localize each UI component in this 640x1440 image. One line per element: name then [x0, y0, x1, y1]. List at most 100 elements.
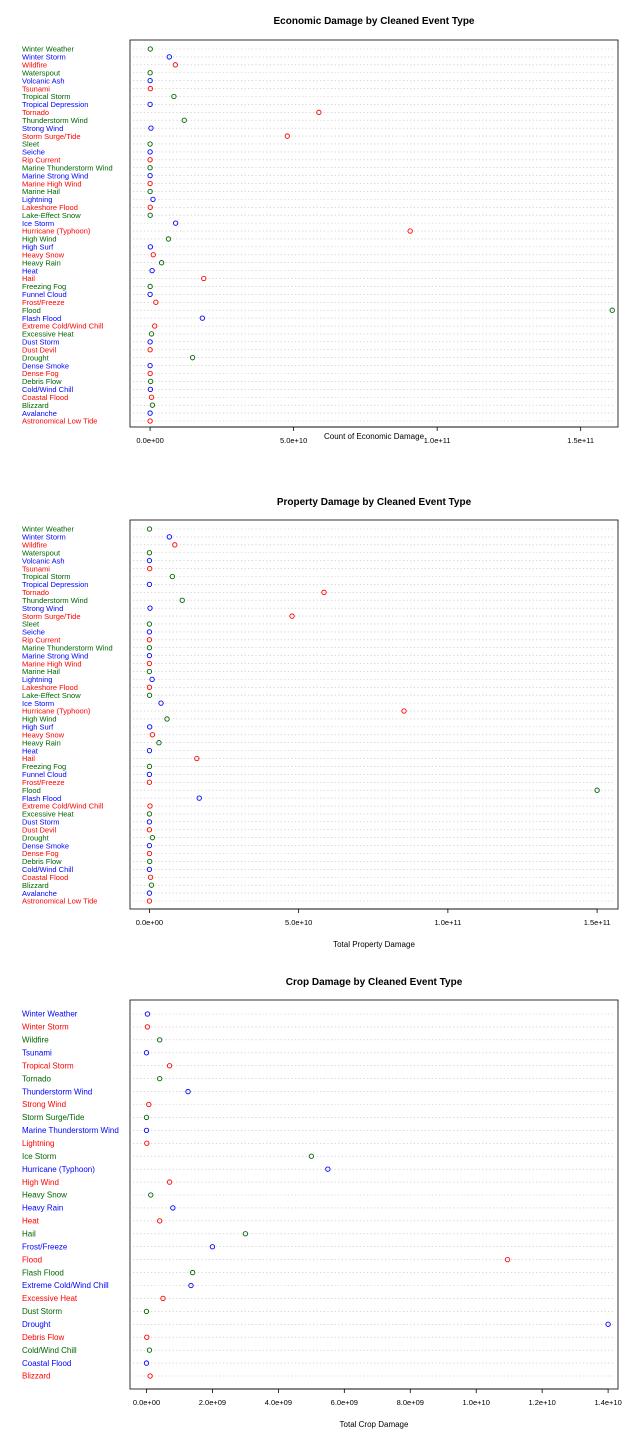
category-label: Heat [22, 746, 39, 755]
category-label: Coastal Flood [22, 873, 68, 882]
category-label: Tsunami [22, 1048, 52, 1057]
data-point [199, 315, 205, 321]
data-point [158, 700, 164, 706]
data-point [308, 1153, 315, 1159]
category-label: Dust Storm [22, 338, 60, 347]
x-tick-label: 6.0e+09 [331, 1398, 358, 1407]
category-label: Heavy Snow [22, 730, 65, 739]
data-point [147, 418, 153, 424]
category-label: Marine Hail [22, 667, 60, 676]
data-point [157, 1075, 163, 1082]
x-tick-label: 1.0e+11 [424, 436, 451, 445]
data-point [152, 323, 158, 329]
category-label: Cold/Wind Chill [22, 385, 74, 394]
data-point [164, 716, 170, 722]
category-label: Tropical Storm [22, 1061, 74, 1070]
category-label: Drought [22, 833, 50, 842]
data-point [149, 676, 155, 683]
data-point [143, 1050, 150, 1056]
category-label: Winter Storm [22, 1023, 69, 1032]
data-point [146, 890, 153, 896]
data-point [146, 842, 153, 849]
data-point [146, 526, 153, 532]
data-point [148, 378, 154, 385]
category-label: Wildfire [22, 1036, 49, 1045]
category-label: Waterspout [22, 548, 61, 557]
data-point [146, 763, 153, 770]
category-label: Thunderstorm Wind [22, 596, 88, 605]
category-label: Lightning [22, 1139, 54, 1148]
category-label: Heavy Rain [22, 1204, 63, 1213]
data-point [147, 386, 154, 392]
data-point [147, 85, 154, 92]
category-label: Funnel Cloud [22, 770, 67, 779]
data-point [147, 204, 153, 210]
category-label: Tornado [22, 588, 49, 597]
data-point [169, 573, 176, 580]
data-point [144, 1011, 151, 1017]
category-label: Lightning [22, 195, 52, 204]
data-point [146, 898, 153, 904]
data-point [189, 355, 196, 361]
category-label: Storm Surge/Tide [22, 1113, 85, 1122]
category-label: Wildfire [22, 541, 47, 550]
category-label: Dense Fog [22, 849, 59, 858]
category-label: Frost/Freeze [22, 298, 65, 307]
category-label: Hail [22, 1229, 36, 1238]
category-label: Marine Thunderstorm Wind [22, 1126, 119, 1135]
category-label: Drought [22, 353, 50, 362]
category-label: Flash Flood [22, 794, 61, 803]
category-label: Thunderstorm Wind [22, 1087, 92, 1096]
x-tick-label: 1.2e+10 [528, 1398, 555, 1407]
data-point [144, 1024, 151, 1030]
category-label: Frost/Freeze [22, 778, 65, 787]
x-tick-label: 5.0e+10 [280, 436, 307, 445]
category-label: Volcanic Ash [22, 556, 65, 565]
category-label: Storm Surge/Tide [22, 132, 81, 141]
data-point [166, 54, 172, 60]
category-label: Tornado [22, 1074, 51, 1083]
chart-title: Property Damage by Cleaned Event Type [277, 497, 472, 508]
category-label: Heat [22, 1217, 40, 1226]
data-point [143, 1308, 150, 1315]
x-tick-label: 1.4e+10 [594, 1398, 621, 1407]
category-label: Astronomical Low Tide [22, 897, 97, 906]
category-label: Ice Storm [22, 699, 54, 708]
crop-damage-chart: Crop Damage by Cleaned Event Type Total … [22, 977, 622, 1429]
data-point [166, 1179, 173, 1185]
data-point [147, 874, 154, 880]
data-point [185, 1088, 191, 1095]
data-point [194, 755, 200, 762]
category-label: Winter Storm [22, 53, 66, 62]
data-point [147, 283, 153, 290]
category-label: Dust Storm [22, 818, 60, 827]
data-point [150, 252, 156, 258]
category-label: Sleet [22, 140, 40, 149]
category-label: Debris Flow [22, 377, 62, 386]
chart-title: Crop Damage by Cleaned Event Type [286, 977, 463, 988]
data-point [158, 260, 165, 266]
category-label: Cold/Wind Chill [22, 1346, 77, 1355]
category-label: Hurricane (Typhoon) [22, 1165, 95, 1174]
category-label: Coastal Flood [22, 393, 68, 402]
category-label: Wildfire [22, 61, 47, 70]
data-point [148, 882, 155, 888]
data-point [147, 101, 153, 108]
data-point [147, 180, 153, 187]
data-point [147, 370, 153, 377]
category-label: Drought [22, 1320, 51, 1329]
category-label: High Surf [22, 243, 54, 252]
data-point [146, 558, 153, 564]
data-point [147, 605, 153, 611]
x-tick-label: 1.0e+11 [434, 918, 461, 927]
data-point [147, 803, 153, 809]
category-label: Ice Storm [22, 1152, 57, 1161]
data-point [146, 637, 153, 643]
data-point [504, 1256, 511, 1263]
category-label: Heavy Snow [22, 1191, 67, 1200]
category-label: Rip Current [22, 636, 61, 645]
plot-frame [129, 999, 619, 1390]
data-point [147, 724, 153, 730]
data-point [156, 740, 162, 746]
data-point [147, 188, 153, 195]
